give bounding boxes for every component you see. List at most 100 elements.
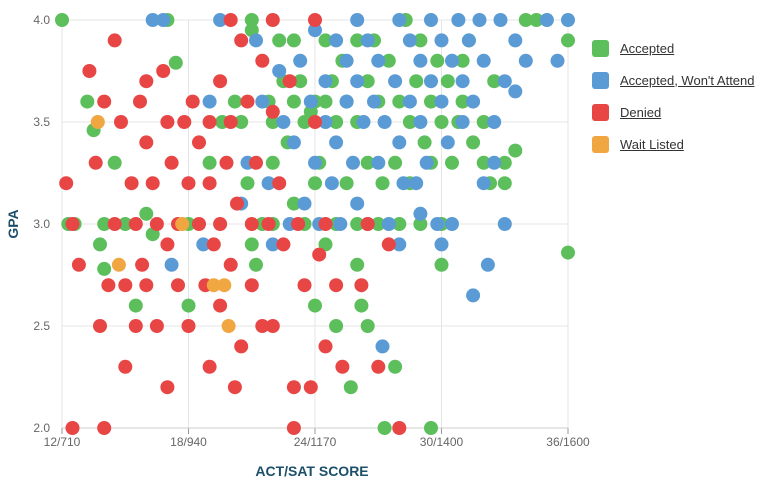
accepted-won-t-attend-point [466, 94, 481, 109]
accepted-point [360, 319, 375, 333]
denied-point [213, 298, 228, 313]
accepted-point [371, 217, 386, 231]
y-tick-label: 3.5 [33, 115, 50, 129]
denied-point [192, 135, 206, 150]
accepted-point [128, 298, 143, 313]
denied-point [160, 115, 175, 129]
accepted-point [440, 74, 455, 89]
accepted-point [118, 217, 133, 231]
denied-point [202, 359, 217, 374]
accepted-point [272, 33, 287, 48]
accepted-point [244, 237, 259, 252]
accepted-point [381, 53, 396, 68]
accepted-won-t-attend-point [196, 237, 211, 252]
accepted-won-t-attend-point [156, 13, 171, 27]
accepted-point [297, 115, 312, 129]
accepted-won-t-attend-point [297, 196, 312, 211]
accepted-won-t-attend-point [497, 74, 512, 89]
accepted-won-t-attend-point [276, 115, 291, 129]
accepted-won-t-attend-point [367, 94, 381, 109]
denied-point [181, 176, 196, 191]
denied-point [303, 380, 318, 395]
x-tick-label: 12/710 [44, 435, 81, 449]
y-axis-title: GPA [5, 209, 21, 238]
denied-point [160, 380, 175, 395]
accepted-won-t-attend-point [455, 115, 470, 129]
denied-point [360, 217, 375, 231]
denied-point [65, 421, 80, 435]
denied-point [164, 155, 179, 170]
legend-item-wait-listed[interactable]: Wait Listed [592, 128, 755, 160]
denied-point [202, 176, 217, 191]
legend-swatch-accepted [592, 39, 609, 57]
denied-point [185, 94, 200, 109]
accepted-point [392, 217, 407, 231]
accepted-point [434, 115, 449, 129]
accepted-point [360, 155, 375, 170]
denied-point [177, 115, 192, 129]
accepted-won-t-attend-point [286, 135, 301, 150]
accepted-point [354, 298, 369, 313]
denied-point [265, 13, 280, 27]
accepted-won-t-attend-point [455, 74, 470, 89]
legend-item-accepted[interactable]: Accepted [592, 32, 755, 64]
accepted-won-t-attend-point [329, 33, 344, 48]
accepted-point [561, 245, 575, 260]
accepted-won-t-attend-point [360, 33, 375, 48]
denied-point [381, 237, 396, 252]
denied-point [213, 217, 228, 231]
accepted-point [476, 115, 491, 129]
accepted-won-t-attend-point [413, 53, 428, 68]
denied-point [118, 278, 133, 293]
accepted-point [80, 94, 95, 109]
denied-point [82, 64, 97, 78]
accepted-won-t-attend-point [346, 155, 360, 170]
accepted-won-t-attend-point [381, 217, 396, 231]
wait-listed-point [90, 115, 105, 129]
legend-item-wont-attend[interactable]: Accepted, Won't Attend [592, 64, 755, 96]
denied-point [156, 64, 171, 78]
accepted-point [413, 33, 428, 48]
accepted-won-t-attend-point [497, 217, 512, 231]
accepted-won-t-attend-point [402, 94, 417, 109]
accepted-won-t-attend-point [356, 115, 371, 129]
accepted-point [286, 196, 301, 211]
legend-label: Accepted, Won't Attend [620, 72, 755, 88]
accepted-won-t-attend-point [445, 53, 459, 68]
accepted-point [244, 13, 259, 27]
accepted-won-t-attend-point [303, 94, 318, 109]
accepted-point [227, 94, 242, 109]
denied-point [149, 217, 164, 231]
accepted-won-t-attend-point [324, 176, 339, 191]
legend-item-denied[interactable]: Denied [592, 96, 755, 128]
denied-point [213, 74, 228, 89]
accepted-won-t-attend-point [249, 33, 263, 48]
accepted-point [318, 33, 333, 48]
accepted-point [434, 257, 449, 272]
denied-point [240, 94, 255, 109]
accepted-point [409, 74, 424, 89]
accepted-point [265, 155, 280, 170]
accepted-won-t-attend-point [508, 84, 523, 99]
accepted-won-t-attend-point [392, 13, 407, 27]
denied-point [297, 278, 312, 293]
accepted-won-t-attend-point [476, 176, 491, 191]
denied-point [59, 176, 74, 191]
legend-swatch-wont-attend [592, 71, 609, 89]
denied-point [206, 237, 221, 252]
accepted-point [497, 155, 512, 170]
accepted-won-t-attend-point [561, 13, 575, 27]
accepted-won-t-attend-point [308, 155, 322, 170]
accepted-won-t-attend-point [396, 176, 411, 191]
accepted-won-t-attend-point [261, 176, 276, 191]
denied-point [255, 53, 270, 68]
accepted-won-t-attend-point [402, 33, 417, 48]
accepted-won-t-attend-point [440, 135, 455, 150]
accepted-point [107, 155, 122, 170]
denied-point [93, 319, 107, 333]
accepted-point [265, 115, 280, 129]
denied-point [97, 421, 112, 435]
accepted-won-t-attend-point [409, 176, 424, 191]
denied-point [312, 247, 327, 262]
